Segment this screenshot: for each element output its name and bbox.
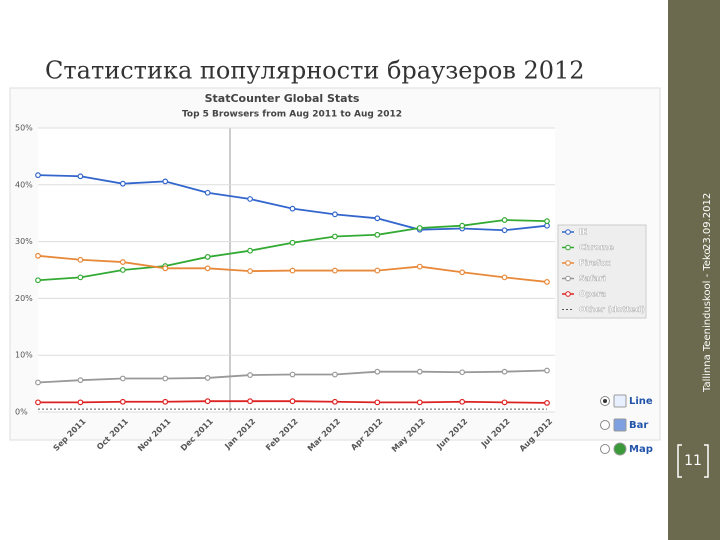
page-bracket [677, 444, 709, 478]
point [162, 375, 169, 382]
date: 23.09.2012 [702, 193, 713, 250]
control-icon [613, 442, 627, 456]
radio-dot [603, 399, 607, 403]
point [374, 215, 381, 222]
point [289, 205, 296, 212]
point [459, 369, 466, 376]
y-tick-label: 30% [15, 237, 33, 246]
y-tick-label: 0% [15, 408, 28, 417]
point [332, 371, 338, 378]
point [332, 267, 338, 274]
legend-label: Other (dotted) [579, 305, 645, 314]
point [204, 375, 211, 381]
point [289, 398, 296, 405]
point [332, 211, 338, 218]
point [35, 277, 41, 284]
point [247, 196, 253, 202]
control-icon [613, 418, 627, 432]
point [119, 398, 126, 405]
control-label[interactable]: Bar [629, 420, 648, 431]
y-tick-label: 50% [15, 124, 33, 133]
point [332, 398, 338, 405]
point [416, 399, 423, 406]
point [544, 400, 550, 406]
legend [557, 224, 647, 319]
point [289, 267, 296, 274]
legend-label: IE [579, 228, 587, 237]
point [119, 259, 126, 265]
side-band [668, 0, 720, 540]
point [162, 398, 169, 405]
point [374, 267, 381, 274]
point [374, 368, 381, 375]
point [162, 265, 169, 272]
legend-label: Firefox [579, 259, 612, 268]
point [35, 252, 41, 259]
radio[interactable] [600, 420, 610, 430]
legend-label: Opera [579, 290, 606, 299]
chart-subtitle: Top 5 Browsers from Aug 2011 to Aug 2012 [182, 110, 402, 120]
point [77, 274, 84, 281]
chart-title: StatCounter Global Stats [205, 92, 360, 105]
point [35, 172, 41, 179]
point [119, 180, 126, 187]
radio[interactable] [600, 444, 610, 454]
point [374, 231, 381, 238]
point [459, 269, 466, 276]
control-label[interactable]: Line [629, 396, 653, 407]
legend-swatch [565, 291, 571, 297]
point [501, 399, 508, 406]
point [501, 368, 508, 375]
point [501, 227, 508, 234]
point [247, 247, 253, 254]
point [204, 398, 211, 405]
point [459, 222, 466, 229]
slide-title: Статистика популярности браузеров 2012 [45, 57, 585, 85]
point [77, 256, 84, 263]
legend-swatch [565, 244, 571, 251]
point [544, 367, 550, 374]
point [247, 268, 253, 275]
legend-swatch [565, 260, 571, 266]
point [289, 371, 296, 378]
point [77, 173, 84, 180]
point [544, 279, 550, 285]
legend-swatch [565, 229, 571, 235]
point [77, 377, 84, 384]
legend-label: Chrome [579, 243, 614, 252]
footer: Tallinna Teeninduskool - Teko [702, 249, 713, 394]
point [35, 399, 41, 406]
page-number: 11 [684, 453, 702, 469]
y-tick-label: 10% [15, 351, 33, 360]
point [77, 399, 84, 406]
point [247, 372, 253, 378]
point [544, 222, 550, 229]
point [332, 233, 338, 240]
point [204, 265, 211, 272]
point [416, 225, 423, 231]
point [204, 254, 211, 260]
point [35, 379, 41, 386]
point [416, 263, 423, 270]
point [416, 368, 423, 375]
legend-label: Safari [579, 274, 606, 283]
point [204, 189, 211, 196]
point [119, 267, 126, 273]
control-label[interactable]: Map [629, 444, 653, 455]
legend-swatch [565, 275, 571, 282]
y-tick-label: 40% [15, 180, 33, 189]
point [501, 217, 508, 223]
point [247, 398, 253, 405]
control-icon [613, 394, 627, 408]
point [501, 274, 508, 281]
point [162, 178, 169, 185]
point [289, 239, 296, 246]
point [459, 398, 466, 405]
point [374, 399, 381, 406]
point [119, 375, 126, 382]
point [544, 218, 550, 225]
y-tick-label: 20% [15, 294, 33, 303]
